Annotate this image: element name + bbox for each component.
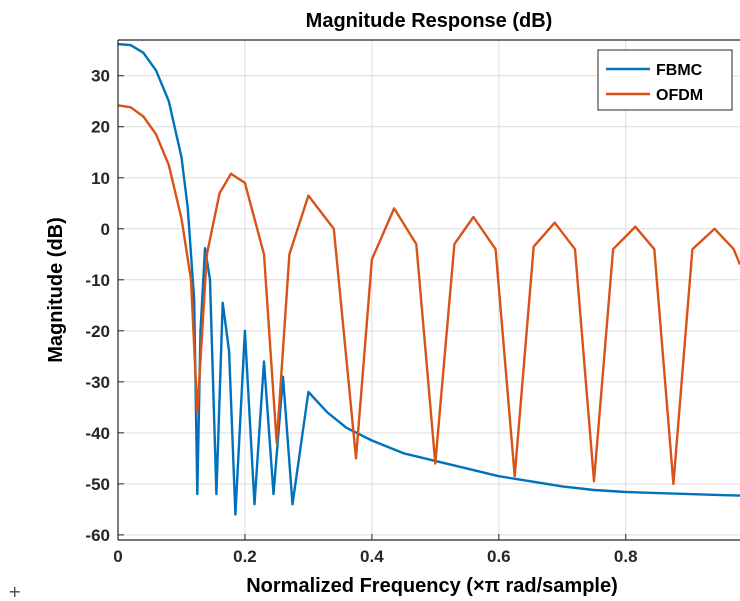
y-tick-label: 10 bbox=[91, 169, 110, 188]
series-line-fbmc bbox=[117, 42, 740, 516]
legend-label-ofdm: OFDM bbox=[656, 87, 703, 104]
y-axis-label: Magnitude (dB) bbox=[45, 217, 67, 363]
series-line-ofdm bbox=[117, 104, 740, 486]
y-tick-label: 20 bbox=[91, 118, 110, 137]
x-tick-label: 0.4 bbox=[360, 547, 384, 566]
y-tick-label: 0 bbox=[101, 220, 110, 239]
y-tick-label: -20 bbox=[85, 322, 110, 341]
y-tick-label: -40 bbox=[85, 424, 110, 443]
series-layer bbox=[117, 42, 740, 516]
x-tick-label: 0.8 bbox=[614, 547, 638, 566]
y-tick-label: 30 bbox=[91, 67, 110, 86]
tick-labels: 0 0.2 0.4 0.6 0.8 30 20 10 0 -10 -20 -30 -40 -50 -60 bbox=[85, 67, 637, 566]
grid bbox=[117, 40, 740, 540]
y-tick-label: -50 bbox=[85, 475, 110, 494]
x-tick-label: 0.6 bbox=[487, 547, 511, 566]
y-tick-label: -60 bbox=[85, 526, 110, 545]
chart-title: Magnitude Response (dB) bbox=[306, 10, 553, 32]
y-tick-label: -10 bbox=[85, 271, 110, 290]
crosshair-cursor-icon: + bbox=[8, 582, 22, 601]
legend-label-fbmc: FBMC bbox=[656, 62, 703, 79]
x-tick-label: 0 bbox=[113, 547, 122, 566]
x-tick-label: 0.2 bbox=[233, 547, 257, 566]
y-tick-label: -30 bbox=[85, 373, 110, 392]
axes bbox=[117, 39, 740, 541]
legend-box bbox=[597, 49, 733, 111]
plot-background bbox=[118, 40, 740, 540]
legend: FBMC OFDM bbox=[597, 49, 733, 111]
x-axis-label: Normalized Frequency (×π rad/sample) bbox=[246, 575, 618, 597]
